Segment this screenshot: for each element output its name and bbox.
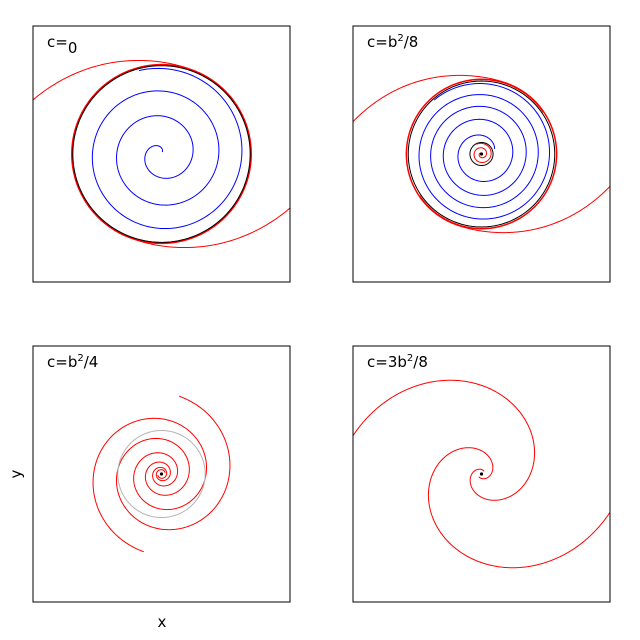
panel-0-curves xyxy=(33,59,290,249)
panel-1-series-6-fixed-point xyxy=(479,152,484,156)
panel-3: c=3b2/8 xyxy=(352,345,611,603)
panel-3-series-1-fixed-point xyxy=(479,472,484,476)
panel-0-series-1-limit-cycle xyxy=(71,63,252,245)
panel-1-series-0-arm-0 xyxy=(353,74,558,230)
panel-0-title-tail: 0 xyxy=(68,39,78,57)
panel-2-title-base: c=b xyxy=(47,353,77,371)
panel-2-series-0-arm-1 xyxy=(92,417,208,553)
panel-0-title: c=0 xyxy=(47,33,77,57)
panel-3-curves xyxy=(353,379,610,569)
panel-1-title-sup: 2 xyxy=(397,33,403,44)
panel-1-series-2-limit-cycle xyxy=(407,80,556,228)
panel-0-series-2-limit-cycle xyxy=(72,65,251,243)
x-axis-label: x xyxy=(158,613,167,631)
panel-3-title-base: c=3b xyxy=(367,353,407,371)
panel-1-curves xyxy=(353,74,610,234)
panel-2-curves xyxy=(92,395,231,553)
panel-3-title-tail: /8 xyxy=(413,353,428,371)
panel-1-series-1-limit-cycle xyxy=(405,78,558,230)
panel-2-frame xyxy=(32,345,291,603)
panel-1-title: c=b2/8 xyxy=(367,33,418,51)
panel-3-title-sup: 2 xyxy=(407,353,413,364)
panel-1-series-4-limit-cycle xyxy=(469,141,494,167)
panel-3-series-0-arm-1 xyxy=(427,447,610,569)
panel-2-series-2-fixed-point xyxy=(159,472,164,476)
panel-0-series-3-spiral xyxy=(91,67,243,230)
panel-1-title-base: c=b xyxy=(367,33,397,51)
panel-3-series-0-arm-0 xyxy=(353,379,536,501)
panel-2-series-0-arm-0 xyxy=(115,395,231,531)
panel-1-title-tail: /8 xyxy=(404,33,419,51)
panel-0-title-base: c= xyxy=(47,33,68,51)
panel-1-series-5-spiral xyxy=(473,142,492,164)
panel-0: c=0 xyxy=(32,25,291,283)
panel-0-series-0-arm-1 xyxy=(71,64,290,249)
panel-1-series-0-arm-1 xyxy=(405,78,610,234)
panel-0-frame xyxy=(32,25,291,283)
panel-3-frame xyxy=(352,345,611,603)
panel-2-series-1-limit-cycle xyxy=(117,429,206,519)
panel-1-series-3-spiral xyxy=(418,83,551,220)
panel-3-title: c=3b2/8 xyxy=(367,353,428,371)
panel-1-frame xyxy=(352,25,611,283)
panel-2-title: c=b2/4 xyxy=(47,353,98,371)
panel-2-title-sup: 2 xyxy=(77,353,83,364)
panel-2-title-tail: /4 xyxy=(84,353,99,371)
panel-2: c=b2/4 xyxy=(32,345,291,603)
panel-1: c=b2/8 xyxy=(352,25,611,283)
y-axis-label: y xyxy=(7,469,25,478)
panel-0-series-0-arm-0 xyxy=(33,59,252,244)
